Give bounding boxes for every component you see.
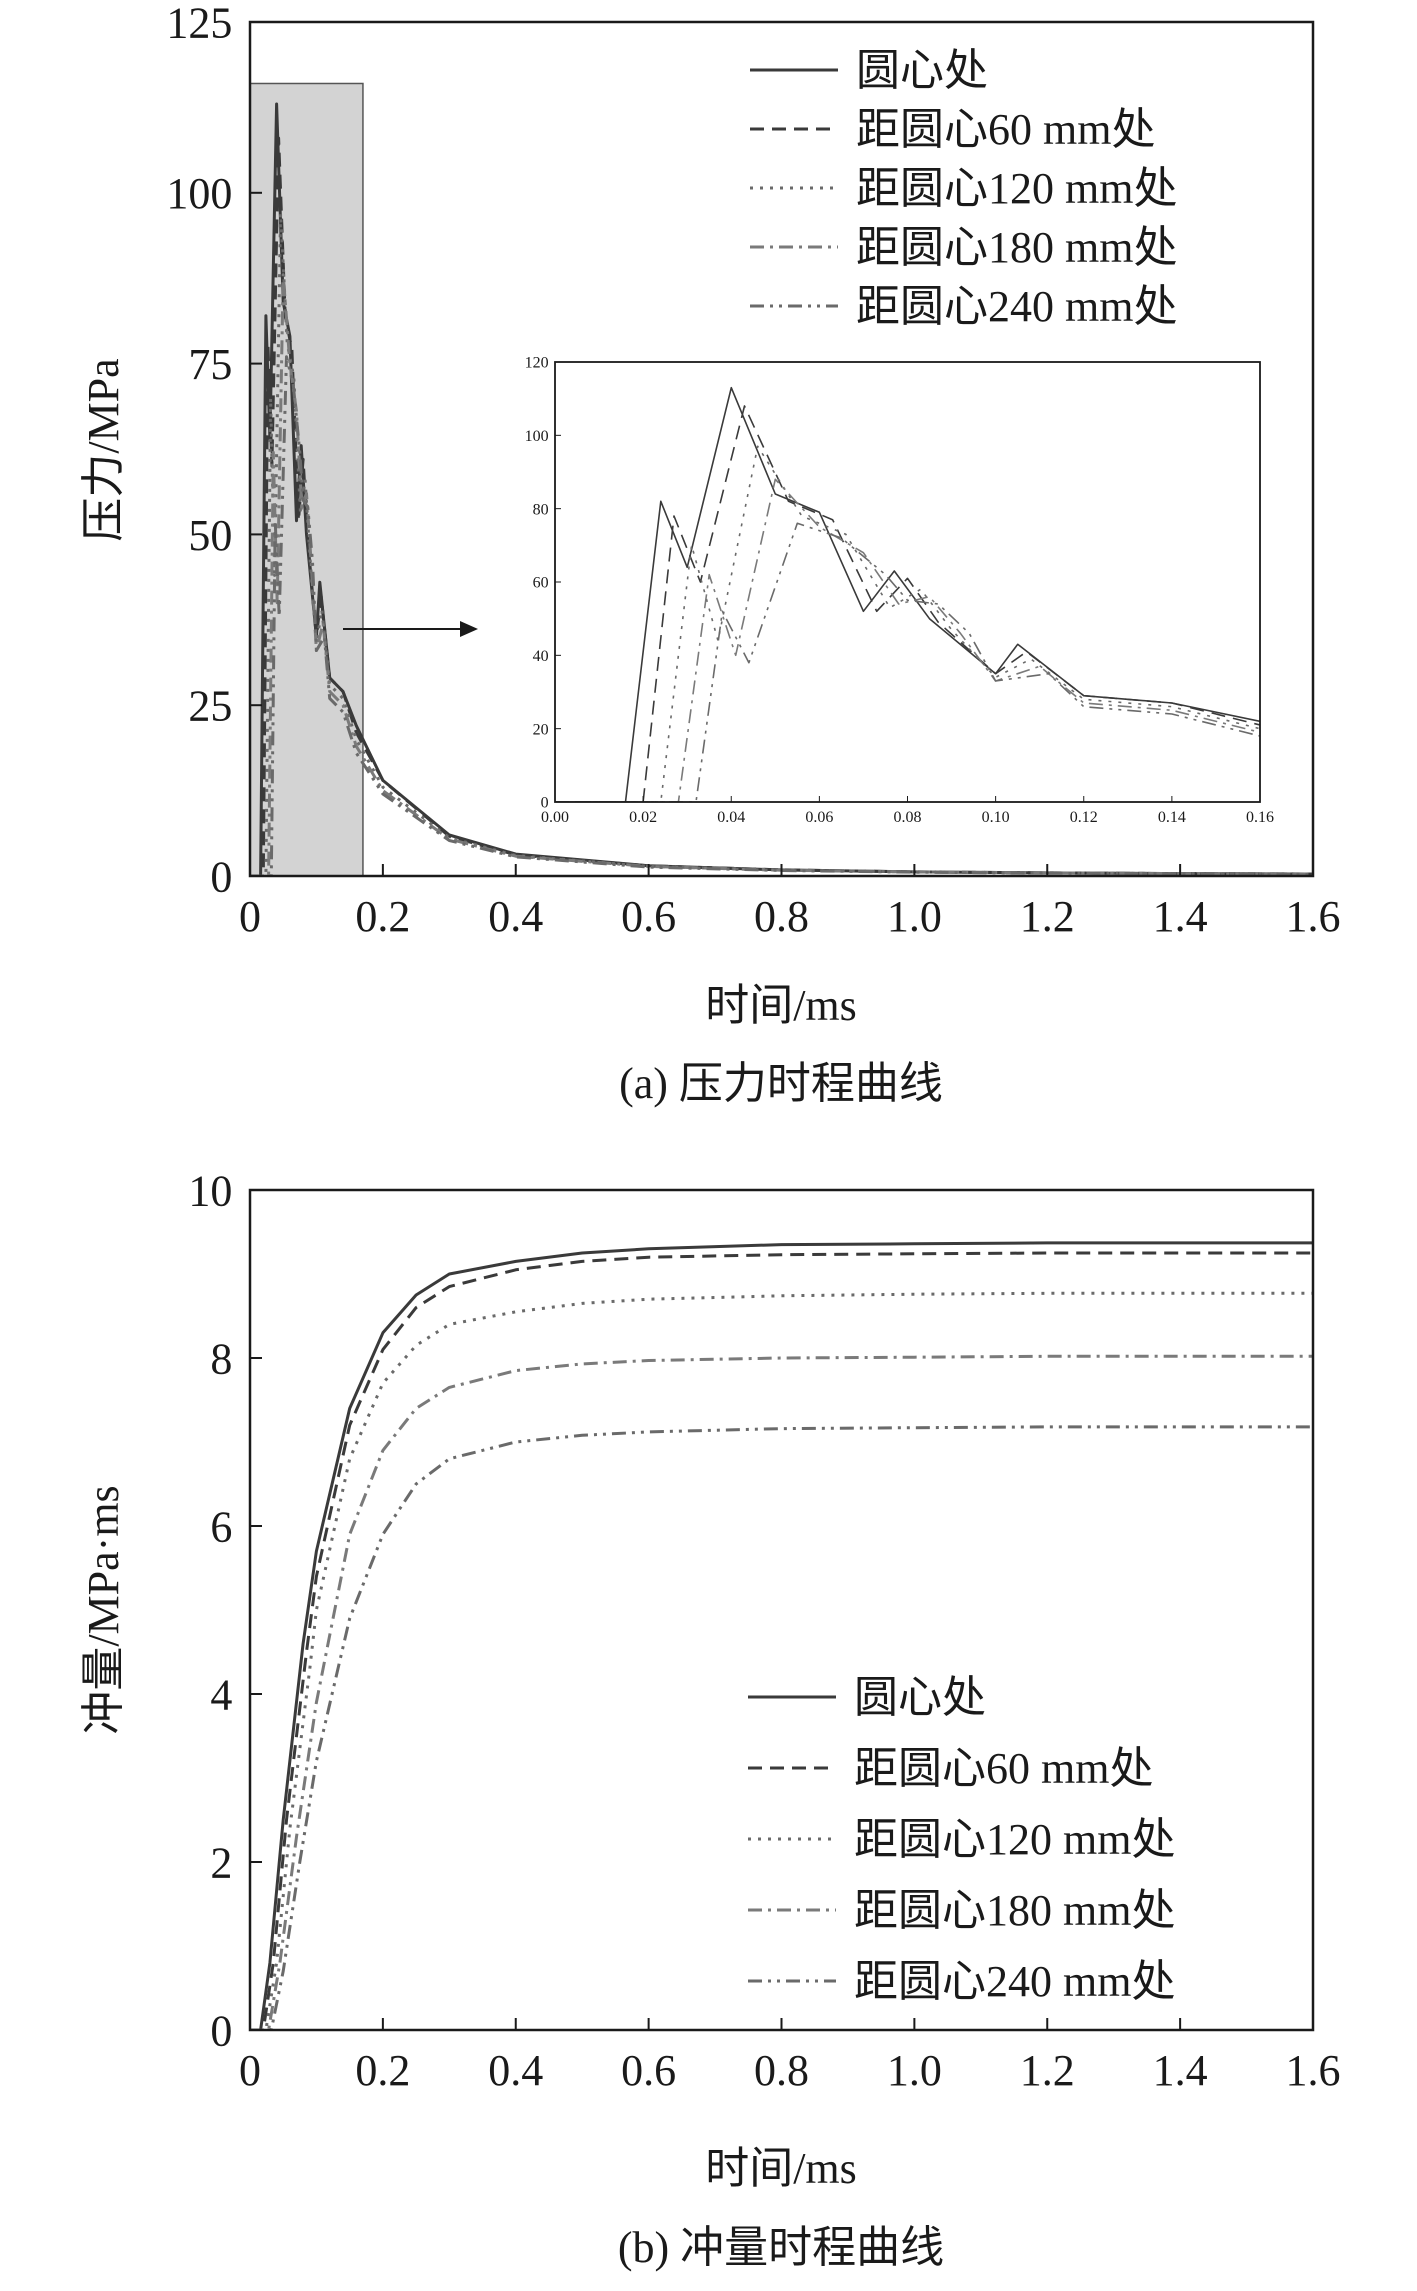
series-line-2 bbox=[555, 445, 1260, 802]
y-tick-label: 8 bbox=[210, 1334, 232, 1383]
x-tick-label: 0.00 bbox=[541, 809, 569, 826]
y-axis-label: 压力/MPa bbox=[79, 358, 128, 541]
impulse-series-group bbox=[250, 1241, 1313, 2030]
y-tick-label: 6 bbox=[210, 1502, 232, 1551]
x-axis-label: 时间/ms bbox=[705, 2144, 857, 2193]
y-tick-labels: 0 25 50 75 100 125 bbox=[166, 0, 262, 901]
inset-y-tick-labels: 0 20 40 60 80 100 120 bbox=[525, 355, 561, 812]
x-tick-label: 0.2 bbox=[355, 2046, 410, 2095]
caption: (a) 压力时程曲线 bbox=[619, 1059, 943, 1108]
x-axis-label: 时间/ms bbox=[705, 981, 857, 1030]
y-axis-label: 冲量/MPa·ms bbox=[79, 1485, 128, 1734]
y-tick-label: 0 bbox=[210, 852, 232, 901]
legend-entry: 距圆心240 mm处 bbox=[856, 282, 1177, 331]
y-tick-label: 40 bbox=[533, 648, 549, 665]
x-tick-label: 0.4 bbox=[488, 2046, 543, 2095]
series-line-0 bbox=[250, 1241, 1313, 2030]
x-tick-label: 1.4 bbox=[1153, 2046, 1208, 2095]
x-tick-label: 0.2 bbox=[355, 892, 410, 941]
y-tick-label: 10 bbox=[188, 1166, 232, 1215]
x-tick-label: 0.8 bbox=[754, 2046, 809, 2095]
series-line-4 bbox=[250, 355, 1313, 876]
series-line-3 bbox=[250, 1354, 1313, 2030]
x-tick-label: 1.2 bbox=[1020, 892, 1075, 941]
y-tick-label: 0 bbox=[541, 795, 549, 812]
y-tick-labels: 0 2 4 6 8 10 bbox=[188, 1166, 262, 2055]
x-tick-label: 0.6 bbox=[621, 892, 676, 941]
inset-zoom-plot: 0.00 0.02 0.04 0.06 0.08 0.10 0.12 0.14 0.16 0 20… bbox=[525, 355, 1274, 826]
y-tick-label: 2 bbox=[210, 1838, 232, 1887]
series-line-4 bbox=[250, 1425, 1313, 2030]
x-tick-label: 0 bbox=[239, 892, 261, 941]
x-tick-label: 1.0 bbox=[887, 2046, 942, 2095]
y-tick-label: 20 bbox=[533, 721, 549, 738]
legend-entry: 圆心处 bbox=[854, 1673, 986, 1722]
y-tick-label: 80 bbox=[533, 501, 549, 518]
inset-x-tick-labels: 0.00 0.02 0.04 0.06 0.08 0.10 0.12 0.14 0.16 bbox=[541, 796, 1274, 826]
series-line-1 bbox=[555, 405, 1260, 802]
x-tick-label: 0.16 bbox=[1246, 809, 1274, 826]
legend-entry: 距圆心120 mm处 bbox=[856, 164, 1177, 213]
y-tick-label: 120 bbox=[525, 355, 549, 372]
y-tick-label: 0 bbox=[210, 2006, 232, 2055]
legend-entry: 距圆心120 mm处 bbox=[854, 1815, 1175, 1864]
x-tick-label: 1.4 bbox=[1153, 892, 1208, 941]
x-tick-label: 1.0 bbox=[887, 892, 942, 941]
y-tick-label: 25 bbox=[188, 682, 232, 731]
y-tick-label: 4 bbox=[210, 1670, 232, 1719]
x-tick-label: 0.10 bbox=[982, 809, 1010, 826]
panel-pressure: 0 0.2 0.4 0.6 0.8 1.0 1.2 1.4 1.6 0255075100125 … bbox=[79, 0, 1341, 1108]
pressure-series-group bbox=[250, 102, 1313, 876]
legend-entry: 距圆心240 mm处 bbox=[854, 1957, 1175, 2006]
inset-background bbox=[555, 362, 1260, 802]
legend-entry: 圆心处 bbox=[856, 46, 988, 95]
x-tick-label: 1.6 bbox=[1286, 2046, 1341, 2095]
x-tick-label: 0.6 bbox=[621, 2046, 676, 2095]
legend-entry: 距圆心180 mm处 bbox=[854, 1886, 1175, 1935]
legend-entry: 距圆心60 mm处 bbox=[856, 105, 1155, 154]
x-tick-label: 0.14 bbox=[1158, 809, 1186, 826]
y-tick-label: 100 bbox=[525, 428, 549, 445]
zoom-arrow-head bbox=[460, 621, 478, 637]
y-tick-label: 75 bbox=[188, 340, 232, 389]
x-tick-label: 0.04 bbox=[717, 809, 745, 826]
x-tick-label: 0 bbox=[239, 2046, 261, 2095]
legend-entry: 距圆心180 mm处 bbox=[856, 223, 1177, 272]
y-tick-label: 60 bbox=[533, 575, 549, 592]
x-tick-label: 0.12 bbox=[1070, 809, 1098, 826]
series-line-4 bbox=[555, 522, 1260, 802]
y-tick-label: 50 bbox=[188, 511, 232, 560]
x-tick-label: 0.4 bbox=[488, 892, 543, 941]
x-tick-label: 0.02 bbox=[629, 809, 657, 826]
series-line-1 bbox=[250, 1251, 1313, 2030]
inset-series-group bbox=[555, 386, 1260, 802]
x-tick-labels: 0 0.2 0.4 0.6 0.8 1.0 1.2 1.4 1.6 bbox=[239, 864, 1341, 941]
x-tick-label: 0.08 bbox=[894, 809, 922, 826]
x-tick-label: 1.6 bbox=[1286, 892, 1341, 941]
legend-entry: 距圆心60 mm处 bbox=[854, 1744, 1153, 1793]
x-tick-label: 0.06 bbox=[805, 809, 833, 826]
y-tick-label: 100 bbox=[166, 169, 232, 218]
x-tick-label: 0.8 bbox=[754, 892, 809, 941]
y-tick-label: 125 bbox=[166, 0, 232, 47]
x-tick-labels: 0 0.2 0.4 0.6 0.8 1.0 1.2 1.4 1.6 bbox=[239, 2018, 1341, 2095]
caption: (b) 冲量时程曲线 bbox=[618, 2223, 944, 2272]
series-line-3 bbox=[555, 478, 1260, 802]
x-tick-label: 1.2 bbox=[1020, 2046, 1075, 2095]
